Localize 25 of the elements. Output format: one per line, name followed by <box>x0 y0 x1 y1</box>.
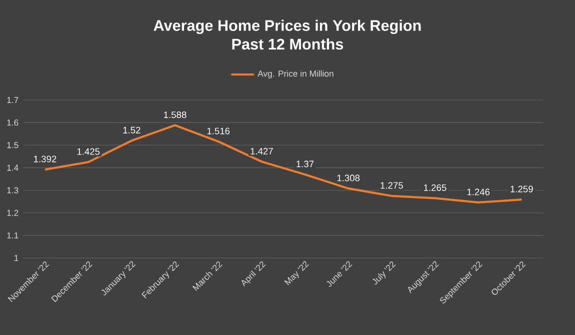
y-tick-label: 1.3 <box>7 187 18 194</box>
data-label: 1.516 <box>207 128 230 134</box>
legend-label: Avg. Price in Million <box>258 70 334 78</box>
data-label: 1.259 <box>510 186 533 192</box>
data-label: 1.427 <box>250 148 273 154</box>
data-label: 1.588 <box>164 111 186 118</box>
data-label: 1.308 <box>337 174 360 182</box>
data-label: 1.37 <box>296 160 314 168</box>
y-tick-label: 1.1 <box>7 232 18 238</box>
y-tick-label: 1.5 <box>7 142 18 148</box>
y-tick-label: 1.7 <box>7 97 18 103</box>
chart-title: Average Home Prices in York Region <box>154 20 421 34</box>
x-tick-label: May '22 <box>284 261 309 286</box>
data-label: 1.392 <box>34 156 56 162</box>
data-label: 1.246 <box>467 188 490 196</box>
data-label: 1.52 <box>123 126 140 134</box>
data-label: 1.275 <box>380 182 403 189</box>
y-tick-label: 1.6 <box>7 120 18 126</box>
y-tick-label: 1.4 <box>7 164 18 171</box>
x-tick-label: July '22 <box>372 261 396 285</box>
chart-subtitle: Past 12 Months <box>232 38 344 50</box>
data-label: 1.265 <box>424 184 446 191</box>
y-tick-label: 1 <box>14 255 18 261</box>
data-label: 1.425 <box>77 148 100 155</box>
y-tick-label: 1.2 <box>7 210 18 216</box>
